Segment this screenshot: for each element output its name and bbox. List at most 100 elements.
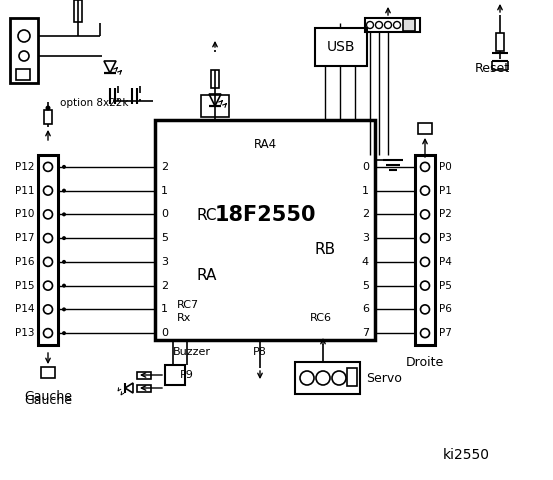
- Circle shape: [420, 162, 430, 171]
- Circle shape: [62, 307, 66, 312]
- Bar: [16, 69, 30, 80]
- Circle shape: [62, 165, 66, 169]
- Circle shape: [300, 371, 314, 385]
- Bar: [10, 18, 38, 83]
- Circle shape: [420, 305, 430, 314]
- Text: P8: P8: [253, 347, 267, 357]
- Text: USB: USB: [327, 40, 355, 54]
- Bar: [137, 384, 151, 392]
- Text: 0: 0: [161, 209, 168, 219]
- Text: 1: 1: [161, 186, 168, 196]
- Circle shape: [44, 281, 53, 290]
- Circle shape: [45, 106, 50, 110]
- Circle shape: [44, 162, 53, 171]
- Text: 0: 0: [161, 328, 168, 338]
- Text: 3: 3: [161, 257, 168, 267]
- Bar: [415, 155, 435, 345]
- Text: P7: P7: [439, 328, 452, 338]
- Bar: [38, 155, 58, 345]
- Text: 5: 5: [161, 233, 168, 243]
- Text: 5: 5: [362, 281, 369, 290]
- Circle shape: [384, 22, 392, 28]
- Bar: [211, 70, 219, 88]
- Text: Gauche: Gauche: [24, 391, 72, 404]
- Bar: [496, 33, 504, 51]
- Circle shape: [420, 257, 430, 266]
- Text: P9: P9: [180, 370, 194, 380]
- Text: P10: P10: [14, 209, 34, 219]
- Text: 7: 7: [362, 328, 369, 338]
- Text: P12: P12: [14, 162, 34, 172]
- Text: RA: RA: [197, 267, 217, 283]
- Text: 1: 1: [161, 304, 168, 314]
- Text: P14: P14: [14, 304, 34, 314]
- Text: RB: RB: [315, 242, 336, 257]
- Bar: [347, 368, 357, 386]
- Circle shape: [44, 186, 53, 195]
- Circle shape: [62, 331, 66, 335]
- Circle shape: [375, 22, 383, 28]
- Text: 6: 6: [362, 304, 369, 314]
- Bar: [365, 18, 420, 32]
- Bar: [74, 0, 82, 22]
- Text: P15: P15: [14, 281, 34, 290]
- Text: P16: P16: [14, 257, 34, 267]
- Circle shape: [44, 210, 53, 219]
- Text: 2: 2: [161, 281, 168, 290]
- Text: Reset: Reset: [475, 61, 510, 74]
- Bar: [155, 120, 375, 340]
- Bar: [44, 110, 52, 124]
- Circle shape: [62, 212, 66, 216]
- Text: P3: P3: [439, 233, 452, 243]
- Circle shape: [420, 329, 430, 337]
- Circle shape: [420, 281, 430, 290]
- Circle shape: [367, 22, 373, 28]
- Text: P11: P11: [14, 186, 34, 196]
- Circle shape: [44, 257, 53, 266]
- Bar: [165, 365, 185, 385]
- Bar: [137, 372, 151, 379]
- Circle shape: [420, 234, 430, 242]
- Text: P6: P6: [439, 304, 452, 314]
- Text: 3: 3: [362, 233, 369, 243]
- Text: option 8x22k: option 8x22k: [60, 98, 128, 108]
- Text: P17: P17: [14, 233, 34, 243]
- Circle shape: [44, 329, 53, 337]
- Text: 2: 2: [161, 162, 168, 172]
- Circle shape: [18, 30, 30, 42]
- Text: P4: P4: [439, 257, 452, 267]
- Bar: [201, 95, 229, 117]
- Bar: [403, 19, 415, 31]
- Text: P2: P2: [439, 209, 452, 219]
- Text: Rx: Rx: [177, 313, 191, 323]
- Text: 1: 1: [362, 186, 369, 196]
- Text: RC6: RC6: [310, 313, 332, 323]
- Text: P5: P5: [439, 281, 452, 290]
- Circle shape: [19, 51, 29, 61]
- Text: P13: P13: [14, 328, 34, 338]
- Text: 0: 0: [362, 162, 369, 172]
- Text: ki2550: ki2550: [443, 448, 490, 462]
- Text: RA4: RA4: [253, 139, 276, 152]
- Circle shape: [44, 234, 53, 242]
- Bar: [315, 28, 367, 66]
- Text: P1: P1: [439, 186, 452, 196]
- Circle shape: [62, 260, 66, 264]
- Circle shape: [62, 284, 66, 288]
- Circle shape: [62, 189, 66, 192]
- Circle shape: [332, 371, 346, 385]
- Circle shape: [316, 371, 330, 385]
- Circle shape: [420, 186, 430, 195]
- Text: Droite: Droite: [406, 357, 444, 370]
- Text: 4: 4: [362, 257, 369, 267]
- Bar: [418, 123, 432, 134]
- Circle shape: [394, 22, 400, 28]
- Text: Servo: Servo: [366, 372, 402, 384]
- Text: RC: RC: [197, 207, 217, 223]
- Text: 18F2550: 18F2550: [214, 205, 316, 225]
- Text: RC7: RC7: [177, 300, 199, 310]
- Bar: [41, 367, 55, 378]
- Text: P0: P0: [439, 162, 452, 172]
- Circle shape: [44, 305, 53, 314]
- Text: 2: 2: [362, 209, 369, 219]
